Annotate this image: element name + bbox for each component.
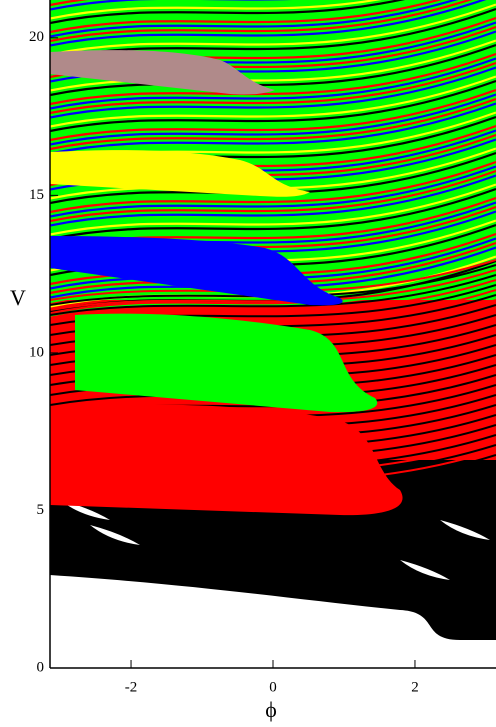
- stripe: [50, 0, 473, 43]
- stripe: [50, 0, 443, 34]
- stripe: [50, 102, 496, 155]
- y-tick-label: 5: [37, 502, 45, 518]
- stripe: [50, 174, 496, 227]
- stripe: [50, 192, 496, 245]
- stripe: [50, 187, 496, 241]
- y-tick-label: 20: [29, 29, 44, 45]
- stripe: [50, 0, 487, 47]
- stripe: [50, 183, 496, 236]
- basin-region: [50, 150, 310, 197]
- basin-map: [50, 0, 496, 668]
- stripe: [50, 0, 496, 52]
- stripe: [50, 39, 496, 92]
- stripe: [50, 57, 496, 110]
- sliver: [400, 560, 450, 580]
- stripe: [50, 84, 496, 137]
- basin-region: [50, 236, 343, 306]
- stripe: [50, 279, 496, 321]
- stripe: [50, 165, 496, 218]
- y-tick-label: 0: [37, 659, 45, 675]
- stripe: [50, 178, 496, 232]
- y-tick-label: 10: [29, 344, 44, 360]
- basin-region: [50, 404, 403, 516]
- sliver: [440, 520, 490, 540]
- y-axis-label: V: [10, 285, 26, 310]
- stripe: [50, 0, 458, 38]
- basin-region: [50, 50, 275, 95]
- x-tick-label: -2: [125, 679, 138, 695]
- stripe: [50, 0, 426, 29]
- x-tick-label: 0: [269, 679, 277, 695]
- stripe: [50, 93, 496, 146]
- stripe: [50, 0, 382, 20]
- basin-region: [75, 313, 378, 413]
- stripe: [50, 75, 496, 128]
- stripe: [50, 156, 496, 209]
- stripe: [50, 97, 496, 151]
- stripe: [50, 61, 496, 115]
- stripe: [50, 88, 496, 142]
- x-axis-label: ϕ: [265, 697, 277, 722]
- region: [50, 575, 496, 668]
- stripe: [50, 0, 351, 16]
- sliver: [90, 525, 140, 545]
- stripe: [50, 269, 496, 311]
- stripe: [50, 3, 496, 56]
- x-tick-label: 2: [411, 679, 419, 695]
- stripe: [50, 160, 496, 214]
- stripe: [50, 169, 496, 223]
- y-tick-label: 15: [29, 187, 44, 203]
- stripe: [50, 66, 496, 119]
- stripe: [50, 274, 496, 316]
- stripe: [50, 0, 406, 25]
- stripe: [50, 70, 496, 124]
- stripe: [50, 79, 496, 133]
- stripe: [50, 0, 292, 11]
- stripe: [50, 106, 496, 160]
